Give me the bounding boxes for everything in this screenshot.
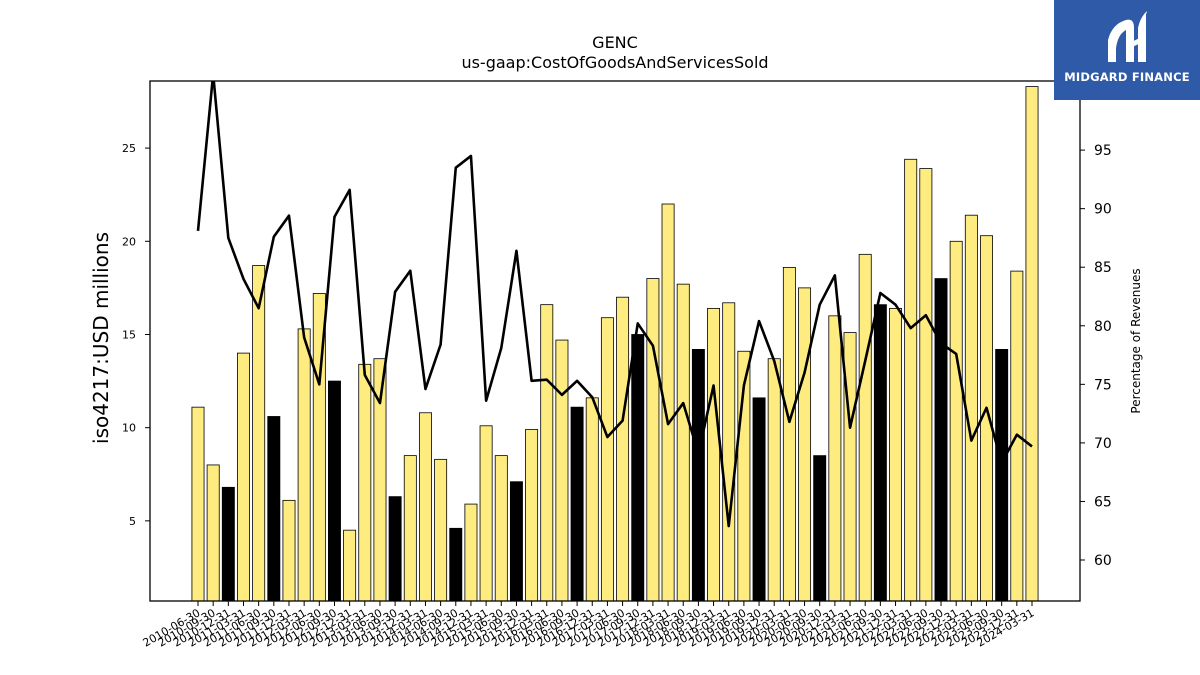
- bar-2011-03-31: [237, 352, 250, 602]
- bar-2015-12-31: [525, 429, 539, 602]
- y2-tick-label: 95: [1094, 143, 1112, 159]
- bar-2022-03-31: [904, 158, 918, 602]
- bar-2018-06-30: [676, 283, 690, 602]
- bar-2020-06-30: [798, 287, 812, 602]
- y-axis-right: 60 65 70 75 80 85 90 95: [1080, 143, 1112, 569]
- midgard-finance-logo: MIDGARD FINANCE: [1054, 0, 1200, 100]
- logo-mark-icon: [1108, 11, 1147, 63]
- bar-2011-06-30: [252, 265, 266, 602]
- bar-2022-12-31: [949, 240, 963, 602]
- y2-tick-label: 70: [1094, 436, 1112, 452]
- plot-frame: [149, 80, 1081, 602]
- bar-2014-09-30: [449, 527, 463, 602]
- bar-series: [191, 86, 1039, 602]
- y-tick-label: 20: [122, 235, 136, 248]
- y2-tick-label: 90: [1094, 202, 1112, 218]
- bar-2011-12-31: [282, 499, 296, 602]
- y-tick-label: 25: [122, 142, 136, 155]
- bar-2017-06-30: [616, 296, 630, 602]
- bar-2021-12-31: [889, 307, 902, 602]
- bar-2013-12-31: [403, 455, 417, 602]
- bar-2010-09-30: [206, 464, 220, 602]
- bar-2014-06-30: [434, 458, 448, 602]
- bar-2016-03-31: [540, 304, 554, 602]
- y-axis-label: iso4217:USD millions: [89, 232, 113, 444]
- x-axis: 2010-06-302010-09-302010-12-312011-03-31…: [141, 601, 1037, 650]
- y2-tick-label: 85: [1094, 260, 1112, 276]
- bar-2015-09-30: [509, 481, 523, 602]
- bar-2023-09-30: [995, 348, 1009, 602]
- y2-tick-label: 75: [1094, 377, 1112, 393]
- bar-2010-12-31: [221, 486, 235, 602]
- pct-revenues-series: [196, 81, 1033, 528]
- bar-2015-03-31: [479, 425, 493, 602]
- bar-2019-09-30: [752, 397, 766, 602]
- bar-2024-03-31: [1025, 86, 1039, 602]
- bar-2019-03-31: [722, 302, 736, 602]
- y-axis-left: 5 10 15 20 25: [122, 142, 150, 528]
- bar-2012-09-30: [328, 380, 341, 602]
- y2-axis-label: Percentage of Revenues: [1129, 268, 1143, 413]
- bar-2016-06-30: [555, 339, 569, 602]
- bar-2016-09-30: [570, 406, 584, 602]
- chart-title: GENC: [592, 33, 638, 52]
- bar-2018-09-30: [691, 348, 705, 602]
- bar-2020-09-30: [813, 455, 827, 602]
- bar-2017-09-30: [631, 334, 645, 602]
- bar-2019-12-31: [767, 358, 781, 602]
- bar-2013-03-31: [358, 363, 372, 602]
- chart-subtitle: us-gaap:CostOfGoodsAndServicesSold: [461, 53, 768, 72]
- bar-2021-06-30: [858, 253, 872, 602]
- bar-2010-06-30: [191, 406, 205, 602]
- bar-2017-12-31: [646, 278, 660, 602]
- bar-2020-12-31: [828, 315, 842, 602]
- y-tick-label: 5: [129, 515, 136, 528]
- bar-2021-09-30: [873, 304, 887, 602]
- bar-2016-12-31: [585, 397, 599, 602]
- y2-tick-label: 60: [1094, 553, 1112, 569]
- bar-2017-03-31: [600, 317, 614, 602]
- bar-2011-09-30: [267, 416, 281, 602]
- logo-text: MIDGARD FINANCE: [1064, 70, 1190, 84]
- bar-2023-03-31: [964, 214, 978, 602]
- y2-tick-label: 80: [1094, 319, 1112, 335]
- bar-2022-09-30: [934, 278, 948, 602]
- bar-2020-03-31: [782, 266, 796, 602]
- bar-2022-06-30: [919, 168, 933, 602]
- bar-2014-03-31: [418, 412, 432, 602]
- y-tick-label: 15: [122, 328, 136, 341]
- bar-2012-03-31: [297, 328, 311, 602]
- bar-2013-09-30: [388, 496, 402, 602]
- bar-2015-06-30: [494, 455, 508, 602]
- pct-revenues-line: [196, 81, 1033, 528]
- bar-2014-12-31: [464, 503, 478, 602]
- y-tick-label: 10: [122, 422, 136, 435]
- y2-tick-label: 65: [1094, 494, 1112, 510]
- bar-2012-12-31: [343, 529, 357, 602]
- bar-2018-12-31: [707, 307, 721, 602]
